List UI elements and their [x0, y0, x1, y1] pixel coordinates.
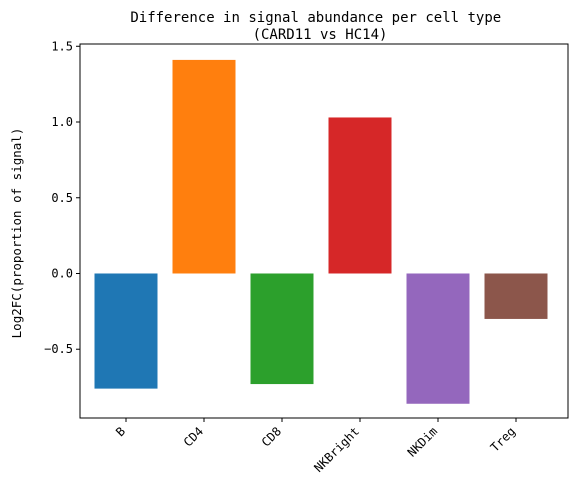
x-tick-label-treg: Treg: [488, 424, 518, 454]
y-tick-label: 1.0: [51, 115, 73, 129]
x-tick-label-cd8: CD8: [259, 424, 284, 449]
x-tick-label-b: B: [113, 424, 128, 439]
bar-treg: [484, 273, 548, 319]
chart-title: Difference in signal abundance per cell …: [130, 10, 509, 43]
y-tick-label: 0.5: [51, 191, 73, 205]
plot-frame: [79, 43, 569, 419]
x-tick-label-nkbright: NKBright: [311, 424, 362, 475]
chart-title-line-1: Difference in signal abundance per cell …: [130, 10, 501, 26]
bars-group: [94, 59, 548, 404]
y-tick-label: 1.5: [51, 39, 73, 53]
bar-cd4: [172, 59, 236, 274]
axes-group: −0.5 0.0 0.5 1.0 1.5 B CD4 CD8 NKBright NKDim Treg: [44, 39, 569, 475]
bar-b: [94, 273, 158, 389]
y-tick-label: −0.5: [44, 342, 73, 356]
chart-title-line-2: (CARD11 vs HC14): [253, 27, 388, 43]
x-tick-label-nkdim: NKDim: [405, 424, 440, 459]
x-tick-label-cd4: CD4: [181, 424, 206, 449]
bar-cd8: [250, 273, 314, 385]
bar-nkdim: [406, 273, 470, 404]
bar-nkbright: [328, 117, 392, 274]
y-tick-label: 0.0: [51, 266, 73, 280]
y-axis-label: Log2FC(proportion of signal): [9, 128, 24, 339]
